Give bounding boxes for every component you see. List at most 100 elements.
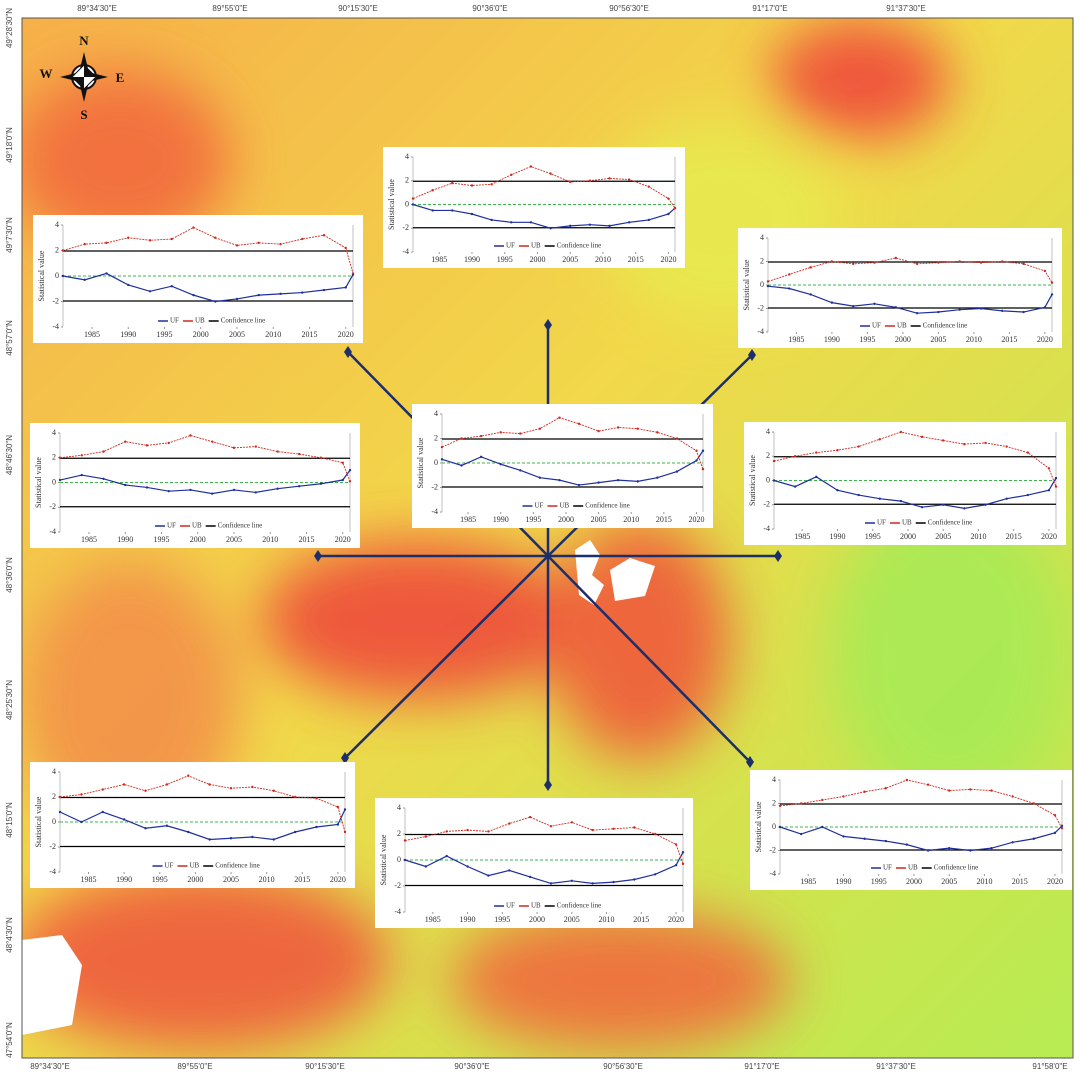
bottom-coord-label: 91°37'30"E	[876, 1062, 916, 1071]
trend-chart: Statistical value-4-20241985199019952000…	[744, 422, 1066, 545]
y-tick-label: -2	[757, 303, 764, 312]
series-point	[900, 500, 902, 502]
series-point	[192, 226, 194, 228]
series-point	[510, 174, 512, 176]
series-point	[144, 827, 146, 829]
x-tick-label: 2000	[187, 875, 203, 884]
y-tick-label: 0	[434, 458, 438, 467]
series-point	[471, 213, 473, 215]
x-tick-label: 2020	[1041, 532, 1057, 541]
x-tick-label: 1990	[829, 532, 845, 541]
x-tick-label: 1985	[460, 515, 476, 524]
series-point	[446, 830, 448, 832]
y-tick-label: -4	[769, 869, 776, 878]
series-point	[1061, 827, 1063, 829]
y-axis-title: Statistical value	[379, 834, 388, 885]
series-point	[480, 456, 482, 458]
series-point	[927, 849, 929, 851]
x-tick-label: 1985	[84, 330, 100, 339]
x-tick-label: 1995	[865, 532, 881, 541]
series-point	[800, 802, 802, 804]
left-coord-label: 48°15'0"N	[5, 802, 14, 838]
legend-label: Confidence line	[923, 322, 968, 330]
series-point	[149, 239, 151, 241]
series-point	[102, 478, 104, 480]
series-point	[842, 835, 844, 837]
series-point	[885, 840, 887, 842]
series-point	[404, 839, 406, 841]
y-tick-label: -4	[49, 527, 56, 536]
series-point	[59, 796, 61, 798]
series-point	[656, 477, 658, 479]
series-point	[460, 464, 462, 466]
series-point	[633, 878, 635, 880]
y-axis-title: Statistical value	[416, 437, 425, 488]
series-point	[682, 863, 684, 865]
x-tick-label: 2010	[966, 335, 982, 344]
series-point	[519, 469, 521, 471]
series-point	[500, 431, 502, 433]
series-point	[597, 430, 599, 432]
trend-chart: Statistical value-4-20241985199019952000…	[375, 798, 693, 928]
series-point	[852, 305, 854, 307]
series-point	[258, 294, 260, 296]
compass-n: N	[79, 33, 89, 48]
series-point	[1054, 832, 1056, 834]
series-point	[963, 507, 965, 509]
series-point	[1054, 814, 1056, 816]
legend-label: UB	[531, 902, 541, 910]
series-point	[529, 876, 531, 878]
series-point	[628, 221, 630, 223]
series-point	[879, 438, 881, 440]
x-tick-label: 2005	[941, 877, 957, 886]
legend-label: UF	[167, 522, 176, 530]
y-tick-label: -4	[49, 867, 56, 876]
series-point	[344, 831, 346, 833]
series-point	[927, 784, 929, 786]
x-tick-label: 1990	[493, 515, 509, 524]
series-point	[550, 882, 552, 884]
series-point	[702, 468, 704, 470]
series-point	[591, 882, 593, 884]
series-point	[59, 811, 61, 813]
series-point	[431, 209, 433, 211]
y-tick-label: 2	[772, 798, 776, 807]
series-point	[800, 833, 802, 835]
series-point	[298, 453, 300, 455]
series-point	[124, 484, 126, 486]
series-point	[648, 219, 650, 221]
series-point	[276, 450, 278, 452]
x-tick-label: 1995	[871, 877, 887, 886]
left-coord-label: 48°57'0"N	[5, 320, 14, 356]
series-point	[1001, 310, 1003, 312]
series-point	[942, 439, 944, 441]
y-tick-label: -2	[763, 500, 770, 509]
series-point	[682, 851, 684, 853]
x-tick-label: 1995	[525, 515, 541, 524]
series-point	[441, 458, 443, 460]
legend-label: Confidence line	[585, 502, 630, 510]
series-point	[490, 183, 492, 185]
x-tick-label: 2010	[262, 535, 278, 544]
series-point	[695, 450, 697, 452]
y-tick-label: -2	[431, 482, 438, 491]
series-point	[788, 273, 790, 275]
series-point	[508, 869, 510, 871]
series-point	[569, 181, 571, 183]
series-point	[773, 479, 775, 481]
y-tick-label: -4	[52, 322, 59, 331]
series-point	[81, 474, 83, 476]
x-tick-label: 2015	[294, 875, 310, 884]
series-point	[656, 431, 658, 433]
series-point	[1051, 281, 1053, 283]
trend-chart: Statistical value-4-20241985199019952000…	[30, 423, 360, 548]
series-point	[451, 209, 453, 211]
series-point	[236, 244, 238, 246]
left-coord-label: 47°54'0"N	[5, 1022, 14, 1058]
legend-label: UF	[883, 864, 892, 872]
series-point	[1055, 477, 1057, 479]
series-point	[230, 787, 232, 789]
x-tick-label: 1995	[497, 255, 513, 264]
series-point	[279, 243, 281, 245]
